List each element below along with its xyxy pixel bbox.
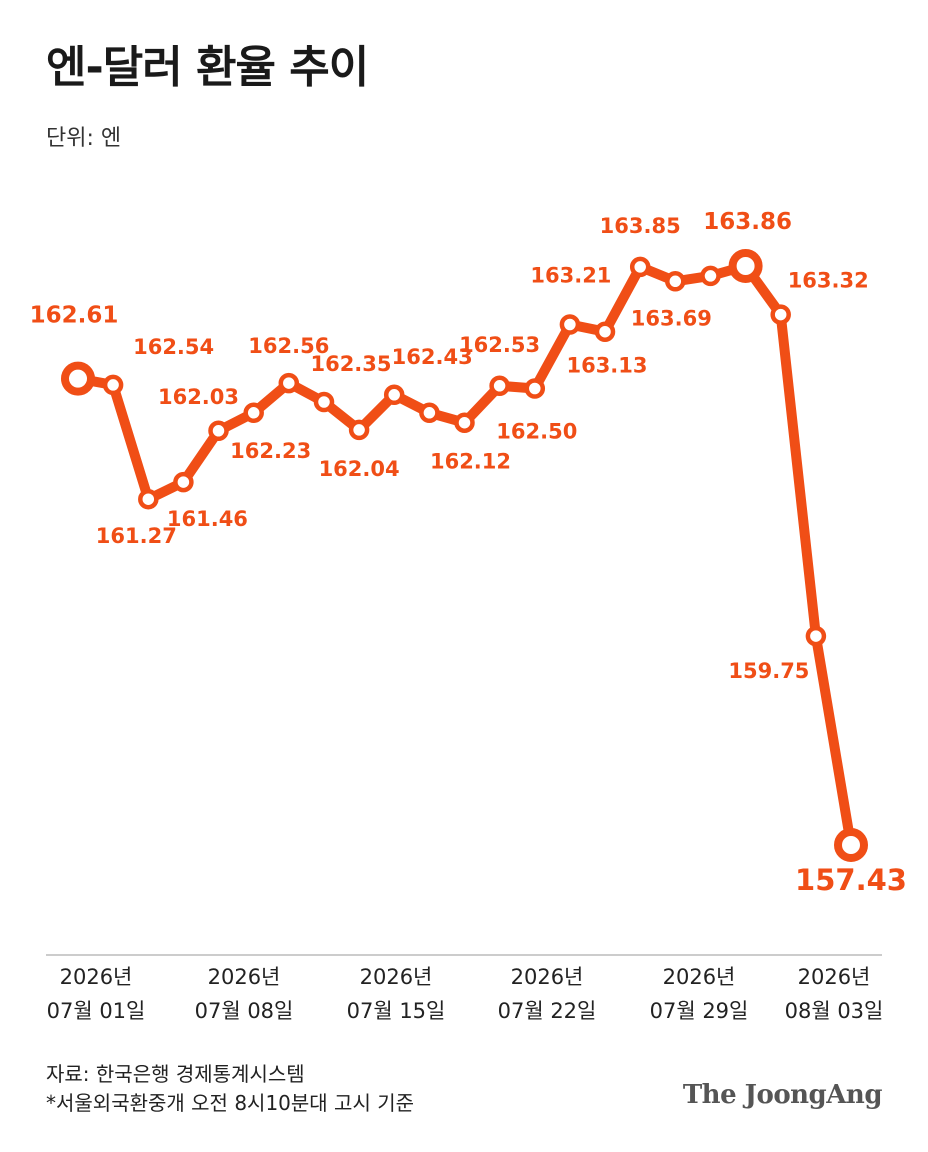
data-point	[419, 402, 440, 424]
chart-title: 엔-달러 환율 추이	[46, 42, 369, 93]
highlight-value-label: 163.86	[703, 209, 792, 235]
brand-logo: The JoongAng	[682, 1080, 883, 1110]
data-point	[559, 314, 581, 335]
data-label: 161.46	[167, 507, 248, 531]
data-label: 162.56	[248, 334, 329, 358]
data-point	[313, 391, 335, 413]
data-label: 163.85	[600, 214, 681, 238]
highlight-value-label: 162.61	[30, 303, 119, 329]
data-label: 159.75	[728, 659, 809, 683]
data-point	[805, 625, 827, 647]
data-point	[489, 375, 510, 397]
data-label: 162.03	[158, 385, 239, 409]
data-label: 162.04	[319, 457, 400, 481]
data-label: 162.23	[230, 439, 311, 463]
source-text: 자료: 한국은행 경제통계시스템	[46, 1062, 305, 1086]
footer-source: 자료: 한국은행 경제통계시스템 *서울외국환중개 오전 8시10분대 고시 기…	[46, 1060, 414, 1118]
data-point	[208, 420, 229, 442]
data-label: 162.12	[430, 450, 511, 474]
data-point	[383, 384, 405, 406]
x-tick-label-year: 2026년	[511, 965, 584, 989]
x-tick-label-year: 2026년	[60, 965, 133, 989]
data-label: 163.13	[566, 354, 647, 378]
highlight-point	[834, 828, 868, 862]
highlight-value-label: 157.43	[795, 863, 907, 897]
data-point	[594, 321, 616, 342]
data-point	[770, 304, 791, 325]
data-point	[278, 372, 300, 394]
data-point	[348, 419, 370, 441]
data-point	[524, 378, 546, 399]
x-tick-label-date: 07월 01일	[47, 999, 146, 1023]
data-label: 162.50	[496, 420, 577, 444]
x-tick-label-date: 07월 08일	[195, 999, 294, 1023]
x-tick-label-date: 07월 22일	[498, 999, 597, 1023]
data-point	[665, 271, 686, 292]
data-point	[454, 412, 475, 433]
data-label: 162.43	[392, 345, 473, 369]
x-tick-label-date: 07월 15일	[347, 999, 446, 1023]
x-tick-label-date: 07월 29일	[650, 999, 749, 1023]
data-label: 163.32	[788, 269, 869, 293]
data-label: 161.27	[96, 524, 177, 548]
data-point	[173, 471, 194, 493]
data-point	[243, 402, 264, 424]
data-label: 163.21	[530, 264, 611, 288]
data-label: 162.54	[133, 335, 214, 359]
note-text: *서울외국환중개 오전 8시10분대 고시 기준	[46, 1091, 415, 1115]
unit-label: 단위: 엔	[46, 126, 122, 151]
data-label: 162.53	[459, 333, 540, 357]
highlight-point	[728, 249, 763, 283]
x-tick-label-year: 2026년	[798, 965, 871, 989]
data-point	[700, 265, 721, 287]
x-tick-label-date: 08월 03일	[785, 999, 884, 1023]
x-tick-label-year: 2026년	[360, 965, 433, 989]
data-point	[102, 374, 124, 396]
x-tick-label-year: 2026년	[663, 965, 736, 989]
data-label: 163.69	[631, 306, 712, 330]
highlight-point	[61, 361, 95, 396]
data-point	[138, 488, 159, 510]
data-point	[629, 256, 651, 278]
x-tick-label-year: 2026년	[208, 965, 281, 989]
data-label: 162.35	[310, 352, 391, 376]
